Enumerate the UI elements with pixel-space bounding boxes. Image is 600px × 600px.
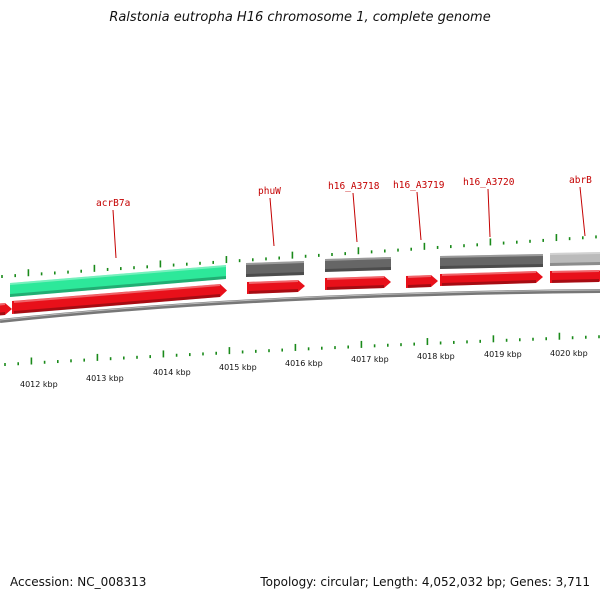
genome-summary-text: Topology: circular; Length: 4,052,032 bp… bbox=[260, 575, 590, 589]
cds-track bbox=[0, 270, 600, 316]
kbp-tick-label: 4012 kbp bbox=[20, 380, 58, 389]
cds-arrow bbox=[0, 303, 12, 316]
cds-phuW-arrow bbox=[247, 280, 305, 294]
gene-label: h16_A3718 bbox=[328, 181, 380, 192]
gene-leader-line bbox=[112, 209, 117, 259]
accession-text: Accession: NC_008313 bbox=[10, 575, 147, 589]
gene-abrB-bar bbox=[550, 252, 600, 266]
gene-label: h16_A3720 bbox=[463, 177, 515, 188]
gene-label: h16_A3719 bbox=[393, 180, 445, 191]
backbone-line bbox=[0, 289, 600, 323]
kbp-tick-label: 4020 kbp bbox=[550, 349, 588, 358]
gene-leader-line bbox=[487, 188, 491, 238]
cds-h16_A3718-arrow bbox=[325, 276, 391, 290]
outer-gene-track bbox=[10, 252, 600, 297]
gene-h16_A3718-bar bbox=[325, 257, 391, 272]
cds-h16_A3719-arrow bbox=[406, 275, 438, 288]
gene-label: phuW bbox=[258, 186, 281, 197]
gene-leader-line bbox=[579, 186, 586, 237]
gene-label-layer: acrB7a phuW h16_A3718 h16_A3719 h16_A3720 abr… bbox=[96, 175, 592, 259]
lower-tick-row bbox=[4, 332, 600, 366]
gene-acrB7a-bar bbox=[10, 265, 226, 297]
gene-leader-line bbox=[352, 192, 358, 243]
kbp-tick-label: 4017 kbp bbox=[351, 355, 389, 364]
gene-leader-line bbox=[416, 191, 422, 241]
kbp-tick-label: 4013 kbp bbox=[86, 374, 124, 383]
gene-label: abrB bbox=[569, 175, 592, 186]
cds-abrB-arrow bbox=[550, 270, 600, 283]
kbp-tick-label: 4014 kbp bbox=[153, 368, 191, 377]
map-title: Ralstonia eutropha H16 chromosome 1, com… bbox=[109, 10, 491, 25]
backbone-line-highlight bbox=[0, 289, 600, 321]
gene-leader-line bbox=[269, 197, 275, 247]
kbp-tick-label: 4016 kbp bbox=[285, 359, 323, 368]
gene-label: acrB7a bbox=[96, 198, 130, 209]
kbp-tick-label: 4019 kbp bbox=[484, 350, 522, 359]
gene-h16_A3720-bar bbox=[440, 254, 543, 269]
kbp-tick-label: 4015 kbp bbox=[219, 363, 257, 372]
cds-acrB7a-arrow bbox=[12, 284, 227, 314]
kbp-label-layer: 4012 kbp 4013 kbp 4014 kbp 4015 kbp 4016 kbp… bbox=[20, 349, 588, 389]
kbp-tick-label: 4018 kbp bbox=[417, 352, 455, 361]
cds-h16_A3720-arrow bbox=[440, 271, 543, 286]
gene-phuW-bar bbox=[246, 261, 304, 277]
upper-tick-row bbox=[1, 234, 597, 278]
